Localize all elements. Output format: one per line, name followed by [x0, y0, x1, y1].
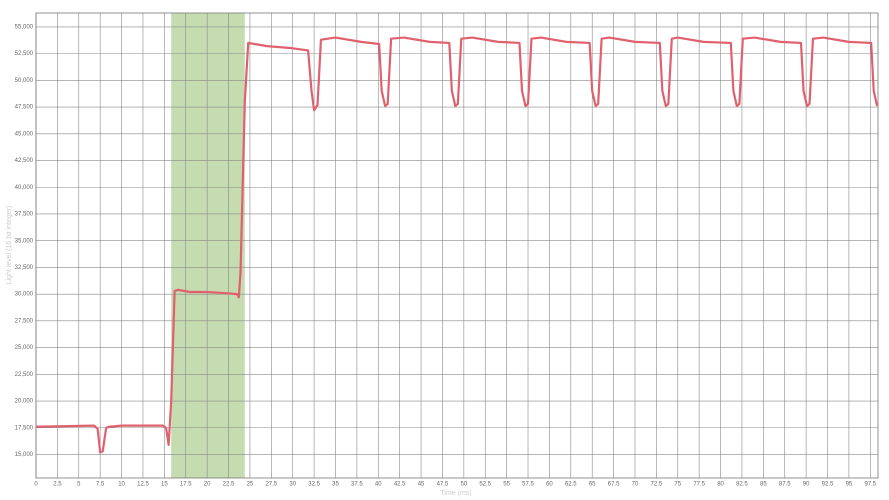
x-tick-label: 40 — [375, 482, 382, 488]
x-tick-label: 55 — [503, 482, 510, 488]
y-tick-label: 47,500 — [15, 105, 34, 111]
x-tick-label: 22.5 — [223, 482, 235, 488]
data-line — [35, 36, 879, 454]
x-tick-label: 70 — [632, 482, 639, 488]
highlight-band — [171, 13, 245, 478]
x-tick-label: 62.5 — [565, 482, 577, 488]
y-tick-label: 35,000 — [15, 238, 34, 244]
x-tick-label: 97.5 — [864, 482, 876, 488]
y-tick-label: 37,500 — [15, 212, 34, 218]
y-tick-label: 55,000 — [15, 24, 34, 30]
y-tick-label: 32,500 — [15, 265, 34, 271]
x-tick-label: 95 — [846, 482, 853, 488]
y-tick-label: 50,000 — [15, 78, 34, 84]
x-tick-label: 12.5 — [137, 482, 149, 488]
x-tick-label: 47.5 — [437, 482, 449, 488]
x-tick-label: 15 — [161, 482, 168, 488]
x-tick-label: 45 — [418, 482, 425, 488]
x-tick-label: 82.5 — [736, 482, 748, 488]
y-tick-label: 22,500 — [15, 372, 34, 378]
x-tick-label: 75 — [674, 482, 681, 488]
x-tick-label: 32.5 — [308, 482, 320, 488]
x-tick-label: 42.5 — [394, 482, 406, 488]
x-tick-label: 60 — [546, 482, 553, 488]
y-tick-label: 20,000 — [15, 399, 34, 405]
x-tick-label: 67.5 — [608, 482, 620, 488]
x-tick-label: 17.5 — [180, 482, 192, 488]
x-tick-label: 52.5 — [479, 482, 491, 488]
x-tick-label: 50 — [461, 482, 468, 488]
x-tick-label: 85 — [760, 482, 767, 488]
x-tick-label: 35 — [332, 482, 339, 488]
y-tick-label: 45,000 — [15, 131, 34, 137]
x-tick-label: 5 — [77, 482, 81, 488]
y-tick-label: 30,000 — [15, 292, 34, 298]
x-tick-label: 20 — [204, 482, 211, 488]
x-tick-label: 27.5 — [265, 482, 277, 488]
x-tick-label: 72.5 — [651, 482, 663, 488]
x-tick-label: 65 — [589, 482, 596, 488]
y-tick-label: 25,000 — [15, 345, 34, 351]
x-tick-label: 25 — [247, 482, 254, 488]
x-tick-label: 57.5 — [522, 482, 534, 488]
y-tick-label: 52,500 — [15, 51, 34, 57]
x-axis-title: Time (ms) — [440, 490, 471, 497]
x-tick-label: 92.5 — [822, 482, 834, 488]
y-tick-label: 42,500 — [15, 158, 34, 164]
x-tick-label: 80 — [717, 482, 724, 488]
y-tick-label: 40,000 — [15, 185, 34, 191]
x-tick-label: 0 — [34, 482, 38, 488]
x-tick-label: 7.5 — [96, 482, 105, 488]
y-tick-label: 27,500 — [15, 318, 34, 324]
x-tick-label: 2.5 — [53, 482, 62, 488]
y-tick-label: 15,000 — [15, 452, 34, 458]
x-tick-label: 77.5 — [693, 482, 705, 488]
x-tick-label: 87.5 — [779, 482, 791, 488]
x-tick-label: 37.5 — [351, 482, 363, 488]
x-tick-label: 10 — [118, 482, 125, 488]
x-tick-label: 90 — [803, 482, 810, 488]
y-tick-label: 17,500 — [15, 425, 34, 431]
x-tick-label: 30 — [289, 482, 296, 488]
plot-frame — [35, 12, 879, 479]
y-axis-title: Light level (16 bit integer) — [6, 206, 13, 285]
